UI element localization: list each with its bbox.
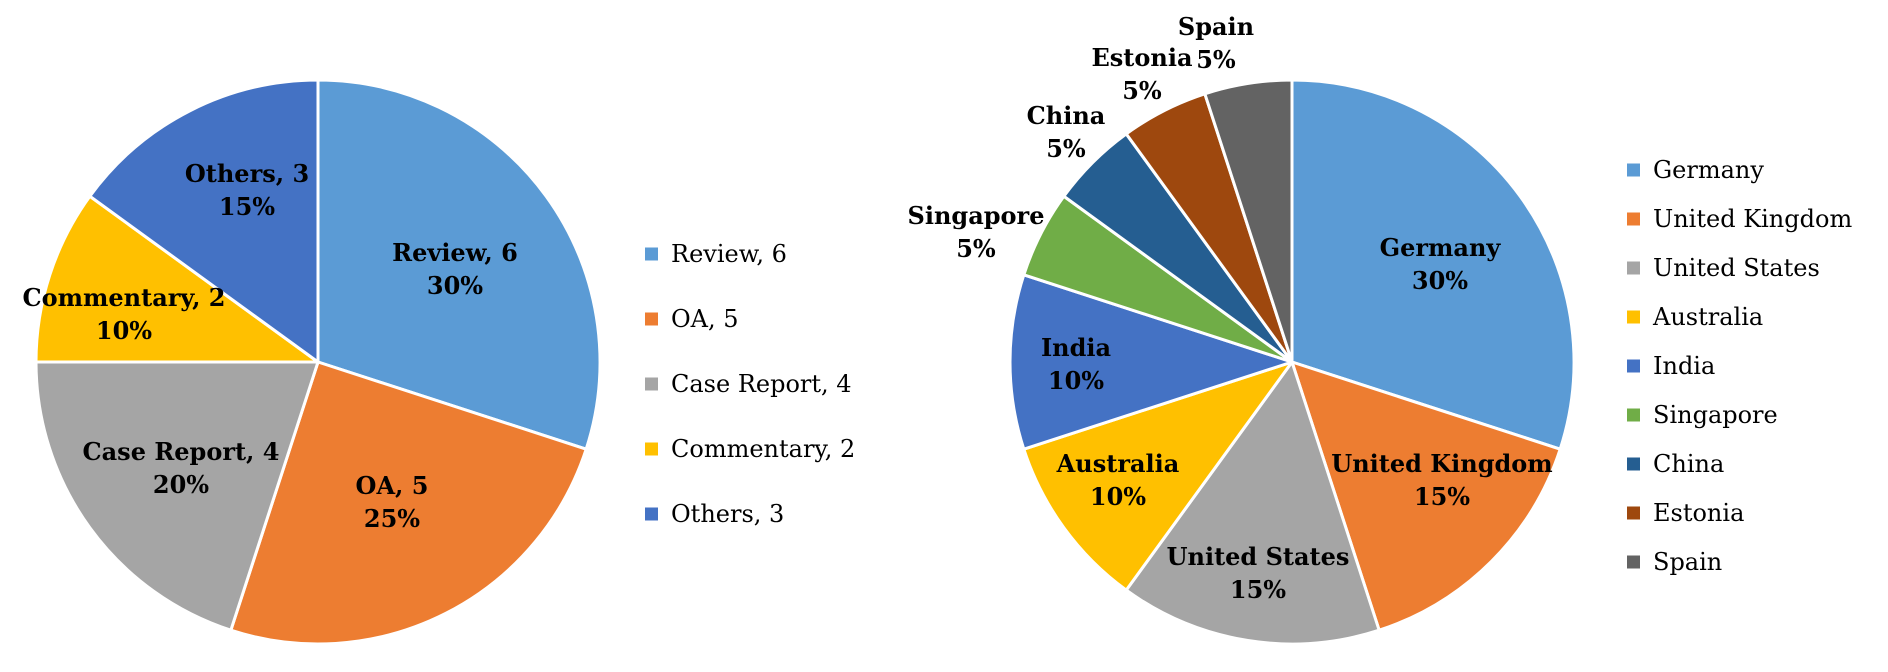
- legend-swatch-germany: [1627, 163, 1640, 177]
- slice-label-germany: Germany 30%: [1380, 233, 1502, 295]
- legend-swatch-case-report: [645, 377, 658, 391]
- legend-swatch-united-kingdom: [1627, 212, 1640, 226]
- pie-slice-others: [88, 78, 320, 364]
- legend-swatch-australia: [1627, 310, 1640, 324]
- legend-swatch-united-states: [1627, 261, 1640, 275]
- pie-slice-india: [1008, 273, 1294, 451]
- legend-swatch-india: [1627, 359, 1640, 373]
- slice-label-estonia: Estonia 5%: [1091, 43, 1192, 105]
- legend-2: Germany United Kingdom United States Austra…: [1627, 156, 1852, 576]
- legend-label-case-report: Case Report, 4: [671, 370, 852, 398]
- slice-label-oa: OA, 5 25%: [356, 471, 429, 533]
- pie-chart-2: Germany 30% United Kingdom 15% United States…: [908, 12, 1576, 646]
- slice-label-united-kingdom: United Kingdom 15%: [1331, 449, 1552, 511]
- slice-label-china: China 5%: [1027, 101, 1106, 163]
- legend-label-germany: Germany: [1653, 156, 1764, 184]
- legend-label-singapore: Singapore: [1653, 401, 1778, 429]
- pie-slice-oa: [229, 360, 588, 646]
- legend-swatch-others: [645, 507, 658, 521]
- legend-swatch-singapore: [1627, 408, 1640, 422]
- legend-swatch-commentary: [645, 442, 658, 456]
- legend-label-united-kingdom: United Kingdom: [1653, 205, 1852, 233]
- legend-label-others: Others, 3: [671, 500, 784, 528]
- legend-label-estonia: Estonia: [1653, 499, 1744, 527]
- legend-label-review: Review, 6: [671, 240, 787, 268]
- legend-swatch-review: [645, 247, 658, 261]
- slice-label-india: India 10%: [1041, 333, 1111, 395]
- pie-slice-case-report: [34, 360, 320, 632]
- legend-swatch-oa: [645, 312, 658, 326]
- legend-swatch-spain: [1627, 555, 1640, 569]
- legend-label-commentary: Commentary, 2: [671, 435, 855, 463]
- pie-slice-review: [316, 78, 602, 451]
- pie-slice-germany: [1290, 78, 1576, 451]
- legend-label-australia: Australia: [1652, 303, 1763, 331]
- legend-label-oa: OA, 5: [671, 305, 739, 333]
- legend-swatch-china: [1627, 457, 1640, 471]
- pie-slice-united-kingdom: [1290, 360, 1562, 632]
- slice-label-singapore: Singapore 5%: [908, 201, 1045, 263]
- slice-label-others: Others, 3 15%: [185, 159, 309, 221]
- pie-slice-united-states: [1124, 360, 1381, 646]
- pie-slice-spain: [1203, 78, 1294, 364]
- slice-label-australia: Australia 10%: [1056, 449, 1180, 511]
- pie-chart-1: Review, 6 30% OA, 5 25% Case Report, 4 20% Com…: [23, 78, 602, 646]
- pie-slice-commentary: [34, 194, 320, 364]
- slice-label-review: Review, 6 30%: [392, 238, 518, 300]
- slice-label-spain: Spain 5%: [1178, 12, 1254, 74]
- legend-label-united-states: United States: [1653, 254, 1820, 282]
- legend-1: Review, 6 OA, 5 Case Report, 4 Commentary, …: [645, 240, 855, 528]
- legend-label-india: India: [1653, 352, 1715, 380]
- legend-label-spain: Spain: [1653, 548, 1722, 576]
- slice-label-commentary: Commentary, 2 10%: [23, 283, 226, 345]
- slice-label-united-states: United States 15%: [1167, 542, 1350, 604]
- slice-label-case-report: Case Report, 4 20%: [83, 437, 280, 499]
- pie-slice-australia: [1022, 360, 1294, 592]
- legend-label-china: China: [1653, 450, 1724, 478]
- legend-swatch-estonia: [1627, 506, 1640, 520]
